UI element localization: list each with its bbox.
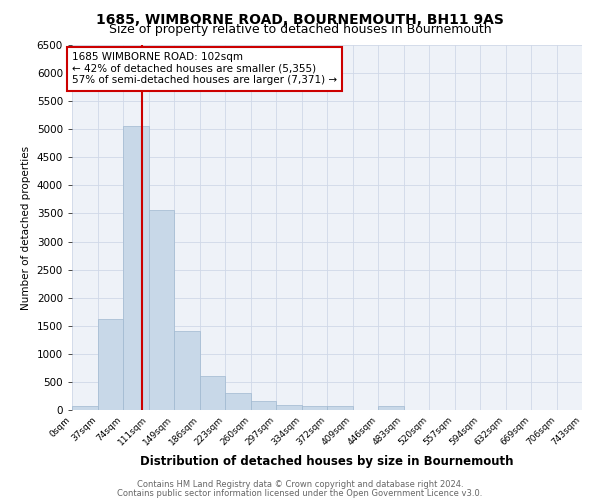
Bar [174,332,199,410]
Bar [378,406,404,410]
Text: 1685, WIMBORNE ROAD, BOURNEMOUTH, BH11 9AS: 1685, WIMBORNE ROAD, BOURNEMOUTH, BH11 9… [96,12,504,26]
Bar [225,394,251,410]
X-axis label: Distribution of detached houses by size in Bournemouth: Distribution of detached houses by size … [140,456,514,468]
Bar [123,126,149,410]
Bar [149,210,174,410]
Text: Contains public sector information licensed under the Open Government Licence v3: Contains public sector information licen… [118,489,482,498]
Bar [199,376,225,410]
Bar [327,406,353,410]
Text: Size of property relative to detached houses in Bournemouth: Size of property relative to detached ho… [109,22,491,36]
Bar [97,319,123,410]
Text: 1685 WIMBORNE ROAD: 102sqm
← 42% of detached houses are smaller (5,355)
57% of s: 1685 WIMBORNE ROAD: 102sqm ← 42% of deta… [72,52,337,86]
Bar [72,406,97,410]
Bar [251,402,276,410]
Bar [302,406,327,410]
Bar [276,404,302,410]
Text: Contains HM Land Registry data © Crown copyright and database right 2024.: Contains HM Land Registry data © Crown c… [137,480,463,489]
Y-axis label: Number of detached properties: Number of detached properties [21,146,31,310]
